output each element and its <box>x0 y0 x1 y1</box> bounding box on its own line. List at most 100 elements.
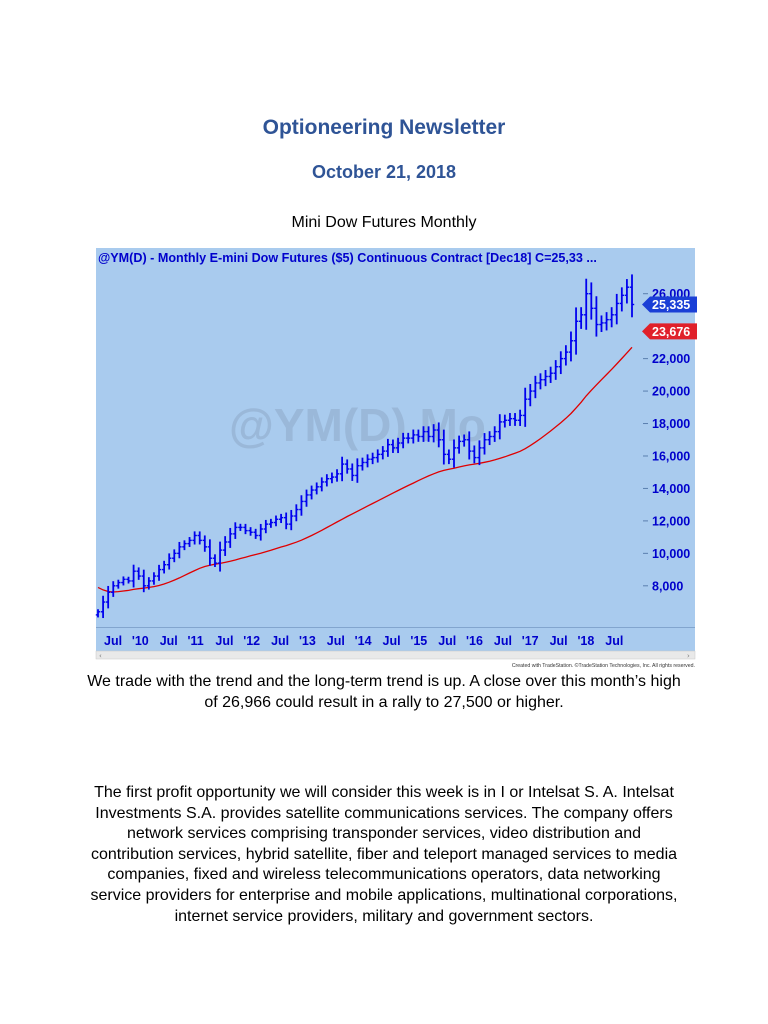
price-bar <box>156 564 162 581</box>
x-tick-label: '15 <box>410 634 427 648</box>
x-tick-label: Jul <box>383 634 401 648</box>
price-bar <box>395 437 401 454</box>
price-bar <box>594 296 599 337</box>
x-tick-label: Jul <box>550 634 568 648</box>
moving-average-line <box>97 346 633 593</box>
price-flags: 25,335 23,676 <box>642 296 697 340</box>
price-bar <box>609 307 614 328</box>
price-bar <box>436 422 441 448</box>
price-bar <box>497 414 502 440</box>
price-bar <box>451 439 457 468</box>
price-bar <box>116 579 121 589</box>
price-bar <box>111 581 116 597</box>
x-tick-label: '11 <box>188 634 204 648</box>
price-bar <box>614 293 619 325</box>
x-tick-label: '13 <box>299 634 316 648</box>
price-bar <box>345 459 350 474</box>
price-bar <box>543 370 548 387</box>
price-bar <box>411 429 416 444</box>
price-bar <box>380 446 385 460</box>
price-bar <box>136 567 141 580</box>
price-bar <box>431 424 436 443</box>
price-bar <box>599 315 604 332</box>
plot-background <box>96 248 695 628</box>
price-bar <box>426 426 431 442</box>
price-bar <box>212 554 218 567</box>
price-bar <box>192 531 197 545</box>
y-tick-label: 14,000 <box>652 482 690 496</box>
price-bar <box>339 456 345 482</box>
price-bar <box>568 331 574 362</box>
price-bar <box>151 572 157 585</box>
price-bar <box>304 489 309 507</box>
price-bar <box>187 537 192 547</box>
price-bar <box>299 495 304 516</box>
price-bar <box>177 541 182 559</box>
price-bar <box>406 432 411 444</box>
price-bar <box>548 366 553 383</box>
price-bar <box>172 549 177 563</box>
x-tick-label: Jul <box>494 634 512 648</box>
price-bar <box>131 564 136 588</box>
svg-text:25,335: 25,335 <box>652 298 690 312</box>
price-bar <box>533 375 538 399</box>
price-bar <box>578 307 584 329</box>
price-bar <box>350 463 355 481</box>
newsletter-date: October 21, 2018 <box>311 162 457 182</box>
price-bar <box>334 469 340 482</box>
price-bar <box>233 522 238 539</box>
price-bar <box>314 482 319 495</box>
chart-watermark: @YM(D) Mo <box>229 399 486 451</box>
price-bar <box>619 287 625 312</box>
price-bar <box>324 474 330 487</box>
price-bar <box>390 439 396 453</box>
price-bar <box>507 413 513 426</box>
price-bar <box>624 279 630 304</box>
last-price-flag: 25,335 <box>642 296 697 313</box>
price-bar <box>141 569 146 593</box>
x-axis: Jul '10 Jul '11 Jul '12 Jul '13 Jul '14 Jul '15 Jul '… <box>104 634 623 648</box>
price-bar <box>268 518 274 528</box>
price-bar <box>589 282 594 320</box>
scroll-right-icon[interactable]: › <box>687 652 690 660</box>
price-bar <box>538 373 543 390</box>
price-bar <box>584 278 589 330</box>
price-bar <box>360 457 365 471</box>
price-bar <box>146 577 152 590</box>
paragraph-trend: We trade with the trend and the long-ter… <box>84 671 684 713</box>
price-bar <box>197 531 202 545</box>
price-bar <box>400 432 406 449</box>
x-tick-label: '10 <box>132 634 149 648</box>
price-bar <box>456 435 462 454</box>
price-bar <box>446 449 452 465</box>
price-bar <box>482 433 487 455</box>
price-bar <box>309 485 314 500</box>
x-tick-label: Jul <box>160 634 178 648</box>
price-bar <box>121 576 126 586</box>
scroll-left-icon[interactable]: ‹ <box>99 652 102 660</box>
price-bar <box>558 351 563 375</box>
price-chart: @YM(D) Mo @YM(D) - Monthly E-mini Dow Fu… <box>94 246 697 672</box>
paragraph-intelsat: The first profit opportunity we will con… <box>84 783 684 927</box>
paragraph-trend-text: We trade with the trend and the long-ter… <box>87 673 681 711</box>
price-bar <box>492 426 497 442</box>
chart-caption: Mini Dow Futures Monthly <box>291 214 477 231</box>
price-bar <box>207 539 213 566</box>
chart-credit: Created with TradeStation. ©TradeStation… <box>512 662 695 669</box>
price-bar <box>161 560 167 574</box>
price-bar <box>370 452 375 465</box>
price-bar <box>167 553 172 570</box>
moving-average-flag: 23,676 <box>642 323 697 340</box>
y-tick-label: 20,000 <box>652 385 690 399</box>
price-bar <box>573 307 579 355</box>
x-tick-label: '12 <box>243 634 260 648</box>
price-bar <box>243 523 248 535</box>
price-bar <box>375 449 380 463</box>
price-bar <box>467 431 472 460</box>
y-tick-label: 10,000 <box>652 547 690 561</box>
price-bar <box>329 472 335 484</box>
chart-scrollbar[interactable] <box>95 650 696 660</box>
price-bars-layer <box>95 274 635 619</box>
price-bar <box>105 585 111 609</box>
moving-average-layer <box>97 346 633 593</box>
